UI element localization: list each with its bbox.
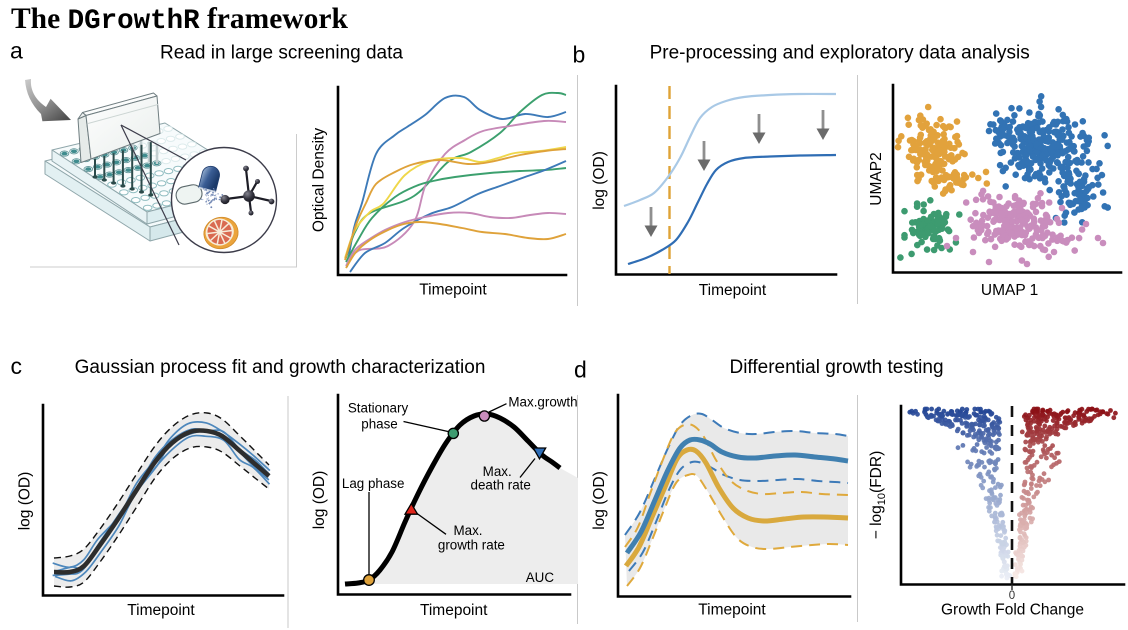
svg-text:Timepoint: Timepoint — [699, 282, 767, 299]
svg-text:Read in large screening data: Read in large screening data — [160, 42, 403, 63]
svg-text:death rate: death rate — [471, 478, 531, 493]
svg-text:Max.: Max. — [453, 523, 482, 538]
svg-text:log (OD): log (OD) — [591, 151, 608, 210]
svg-text:c: c — [11, 353, 23, 379]
svg-text:growth rate: growth rate — [438, 537, 505, 552]
svg-text:Timepoint: Timepoint — [698, 602, 766, 619]
svg-text:Gaussian process fit and growt: Gaussian process fit and growth characte… — [75, 357, 486, 378]
svg-text:d: d — [574, 357, 587, 383]
svg-text:Timepoint: Timepoint — [419, 282, 487, 299]
svg-text:AUC: AUC — [526, 570, 555, 585]
svg-text:UMAP 1: UMAP 1 — [981, 282, 1038, 299]
svg-text:Max.: Max. — [483, 464, 512, 479]
svg-text:Max.growth: Max.growth — [508, 395, 577, 410]
svg-text:log (OD): log (OD) — [311, 471, 328, 530]
svg-text:Timepoint: Timepoint — [420, 602, 488, 619]
svg-text:Stationary: Stationary — [348, 400, 409, 415]
svg-text:Pre-processing and exploratory: Pre-processing and exploratory data anal… — [650, 43, 1030, 64]
svg-text:UMAP2: UMAP2 — [868, 152, 885, 205]
svg-text:The DGrowthR framework: The DGrowthR framework — [11, 3, 348, 37]
svg-text:a: a — [10, 38, 23, 64]
svg-text:Optical Density: Optical Density — [310, 128, 327, 232]
svg-text:phase: phase — [361, 417, 397, 432]
svg-text:Lag phase: Lag phase — [342, 476, 405, 491]
svg-text:Growth Fold Change: Growth Fold Change — [941, 602, 1084, 619]
svg-text:b: b — [573, 42, 586, 68]
svg-text:Differential growth testing: Differential growth testing — [729, 357, 943, 378]
svg-text:Timepoint: Timepoint — [127, 602, 195, 619]
svg-text:log (OD): log (OD) — [17, 472, 34, 531]
svg-text:0: 0 — [1009, 590, 1015, 602]
svg-text:log (OD): log (OD) — [591, 471, 608, 530]
svg-text:− log10(FDR): − log10(FDR) — [868, 451, 888, 539]
